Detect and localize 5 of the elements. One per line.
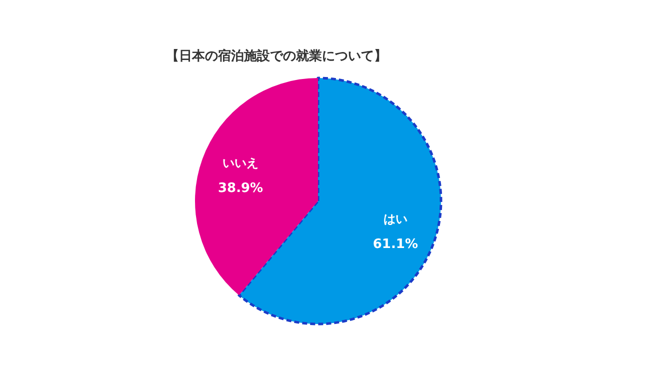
data-label: 61.1% [372, 237, 418, 252]
chart-title: 【日本の宿泊施設での就業について】 [166, 48, 387, 64]
data-label: 38.9% [218, 180, 264, 196]
slice-label: はい [383, 212, 408, 226]
slice-label: いいえ [222, 156, 259, 170]
